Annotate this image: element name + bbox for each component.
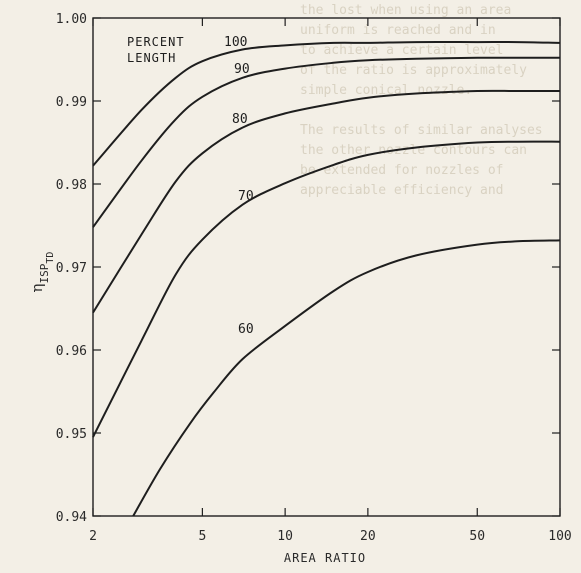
curve-labels: 100 90 80 70 60: [224, 35, 254, 337]
x-tick-label: 100: [548, 529, 571, 544]
y-tick-label: 0.98: [56, 178, 87, 193]
series-line-70: [92, 140, 561, 438]
legend-title-line2: LENGTH: [127, 51, 176, 65]
x-tick-label: 5: [198, 529, 206, 544]
curve-label-80: 80: [232, 112, 248, 127]
y-tick-label: 0.97: [56, 261, 87, 276]
y-axis-title: ηISPTD: [28, 252, 56, 293]
curve-label-90: 90: [234, 62, 250, 77]
x-axis: 2 5 10 20 50 100: [89, 18, 572, 544]
background-text-line: be extended for nozzles of: [300, 163, 504, 178]
curve-label-60: 60: [238, 322, 254, 337]
legend-title-line1: PERCENT: [127, 35, 185, 49]
y-axis-subscript: ISP: [38, 263, 51, 283]
background-text-line: of the ratio is approximately: [300, 63, 527, 78]
background-page-text: the lost when using an area uniform is re…: [300, 3, 543, 198]
background-text-line: The results of similar analyses: [300, 123, 543, 138]
y-tick-label: 1.00: [56, 12, 87, 27]
x-tick-label: 20: [360, 529, 376, 544]
y-tick-label: 0.96: [56, 344, 87, 359]
background-text-line: to achieve a certain level: [300, 43, 504, 58]
curve-label-70: 70: [238, 189, 254, 204]
series-line-100: [92, 41, 561, 167]
curve-label-100: 100: [224, 35, 247, 50]
y-tick-label: 0.95: [56, 427, 87, 442]
x-tick-label: 50: [469, 529, 485, 544]
y-axis-subsubscript: TD: [45, 252, 56, 264]
y-axis-title-text: ηISPTD: [28, 252, 56, 293]
x-tick-label: 10: [277, 529, 293, 544]
y-tick-label: 0.94: [56, 510, 87, 525]
background-text-line: simple conical nozzle.: [300, 83, 472, 98]
series-line-80: [92, 89, 561, 314]
series-line-90: [92, 56, 560, 228]
plot-curves: [92, 41, 561, 517]
background-text-line: the other nozzle contours can: [300, 143, 527, 158]
background-text-line: appreciable efficiency and: [300, 183, 504, 198]
y-axis-symbol: η: [28, 283, 46, 292]
y-axis: 0.94 0.95 0.96 0.97 0.98 0.99 1.00: [56, 12, 560, 525]
background-text-line: the lost when using an area: [300, 3, 511, 18]
series-line-60: [132, 239, 561, 517]
x-tick-label: 2: [89, 529, 97, 544]
background-text-line: uniform is reached and in: [300, 23, 496, 38]
x-axis-title: AREA RATIO: [284, 551, 366, 565]
y-tick-label: 0.99: [56, 95, 87, 110]
